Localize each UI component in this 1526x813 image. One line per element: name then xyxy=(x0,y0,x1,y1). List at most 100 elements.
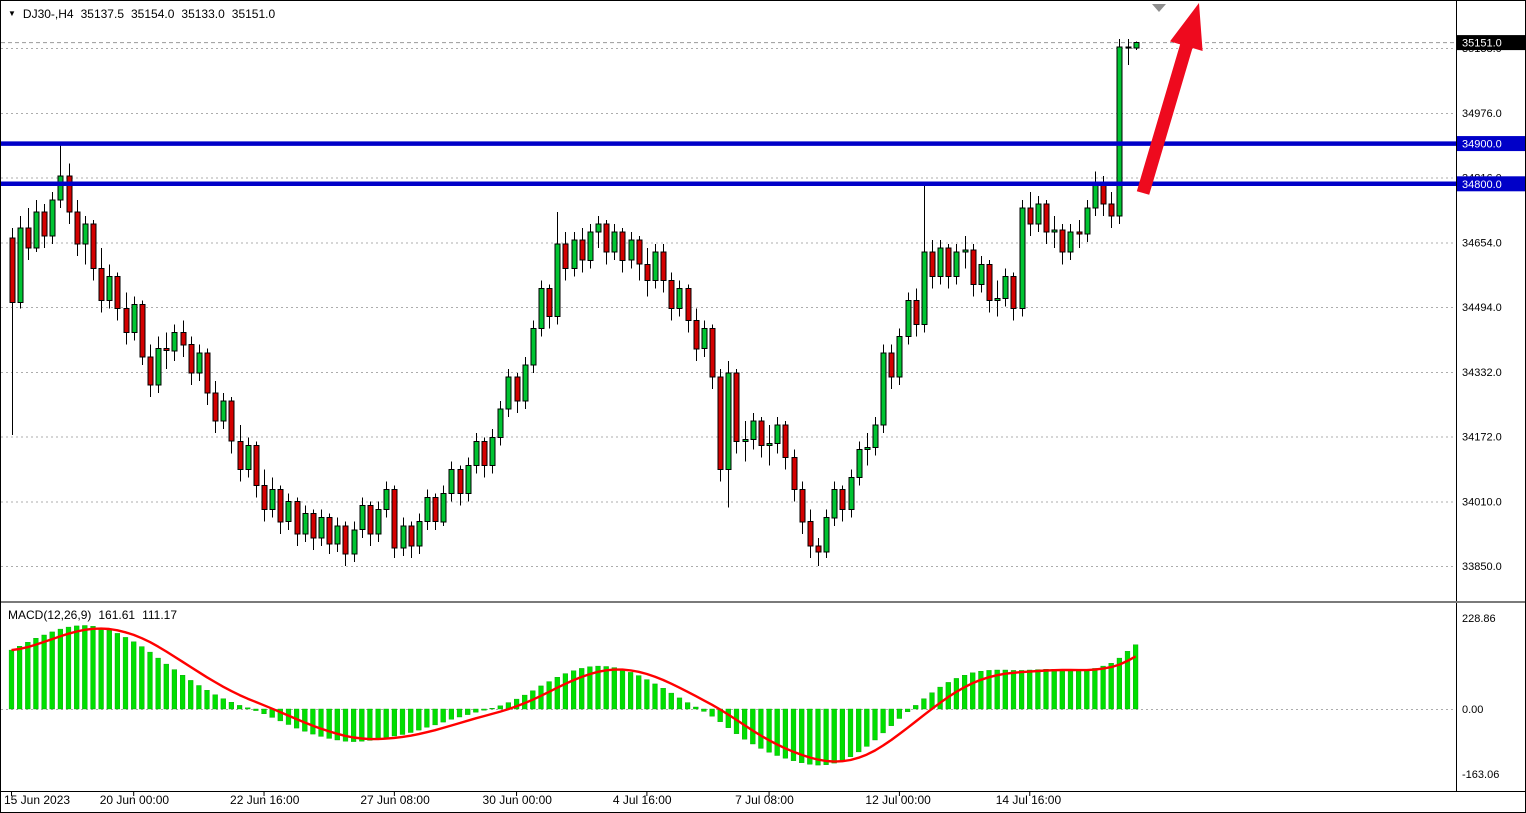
bull-candle[interactable] xyxy=(302,513,309,535)
bear-candle[interactable] xyxy=(546,287,553,318)
bear-candle[interactable] xyxy=(294,501,301,535)
bear-candle[interactable] xyxy=(253,444,260,486)
bear-candle[interactable] xyxy=(25,227,32,249)
bull-candle[interactable] xyxy=(831,489,838,519)
bull-candle[interactable] xyxy=(1067,231,1074,253)
bear-candle[interactable] xyxy=(123,308,130,334)
bear-candle[interactable] xyxy=(74,211,81,245)
bull-candle[interactable] xyxy=(530,328,537,366)
bear-candle[interactable] xyxy=(815,545,822,553)
bear-candle[interactable] xyxy=(342,525,349,555)
bull-candle[interactable] xyxy=(1019,207,1026,309)
bull-candle[interactable] xyxy=(750,420,757,440)
bull-candle[interactable] xyxy=(1084,207,1091,235)
bull-candle[interactable] xyxy=(1092,183,1099,209)
bear-candle[interactable] xyxy=(1010,275,1017,309)
bear-candle[interactable] xyxy=(457,468,464,494)
bear-candle[interactable] xyxy=(986,263,993,301)
bear-candle[interactable] xyxy=(1043,203,1050,233)
bull-candle[interactable] xyxy=(82,223,89,245)
bear-candle[interactable] xyxy=(139,304,146,358)
bull-candle[interactable] xyxy=(896,336,903,378)
bull-candle[interactable] xyxy=(318,517,325,539)
bear-candle[interactable] xyxy=(733,372,740,442)
bull-candle[interactable] xyxy=(628,239,635,261)
bear-candle[interactable] xyxy=(619,231,626,261)
bull-candle[interactable] xyxy=(1035,203,1042,225)
bear-candle[interactable] xyxy=(1125,46,1132,49)
bear-candle[interactable] xyxy=(90,223,97,269)
bull-candle[interactable] xyxy=(375,509,382,535)
bull-candle[interactable] xyxy=(155,348,162,386)
bull-candle[interactable] xyxy=(1051,229,1058,233)
bull-candle[interactable] xyxy=(440,493,447,523)
bull-candle[interactable] xyxy=(872,424,879,448)
bear-candle[interactable] xyxy=(204,352,211,394)
bull-candle[interactable] xyxy=(905,300,912,338)
bear-candle[interactable] xyxy=(514,376,521,402)
bear-candle[interactable] xyxy=(66,175,73,213)
bull-candle[interactable] xyxy=(334,525,341,545)
bull-candle[interactable] xyxy=(220,400,227,422)
bull-candle[interactable] xyxy=(848,477,855,511)
bear-candle[interactable] xyxy=(261,485,268,511)
bull-candle[interactable] xyxy=(742,438,749,442)
bull-candle[interactable] xyxy=(856,448,863,478)
bear-candle[interactable] xyxy=(717,376,724,470)
bull-candle[interactable] xyxy=(465,464,472,495)
bull-candle[interactable] xyxy=(725,372,732,470)
bear-candle[interactable] xyxy=(98,267,105,301)
bear-candle[interactable] xyxy=(212,392,219,422)
bull-candle[interactable] xyxy=(489,436,496,466)
bear-candle[interactable] xyxy=(237,440,244,470)
bull-candle[interactable] xyxy=(595,223,602,233)
bear-candle[interactable] xyxy=(9,237,16,304)
bear-candle[interactable] xyxy=(41,211,48,237)
bear-candle[interactable] xyxy=(807,521,814,547)
bull-candle[interactable] xyxy=(1002,275,1009,299)
bear-candle[interactable] xyxy=(188,344,195,374)
bull-candle[interactable] xyxy=(953,251,960,277)
bull-candle[interactable] xyxy=(383,489,390,511)
bear-candle[interactable] xyxy=(180,332,187,346)
bull-candle[interactable] xyxy=(473,440,480,466)
bull-candle[interactable] xyxy=(587,231,594,261)
bull-candle[interactable] xyxy=(538,287,545,330)
bull-candle[interactable] xyxy=(962,249,969,253)
bull-candle[interactable] xyxy=(880,352,887,426)
bull-candle[interactable] xyxy=(351,529,358,555)
bear-candle[interactable] xyxy=(644,263,651,281)
bear-candle[interactable] xyxy=(709,328,716,378)
bear-candle[interactable] xyxy=(1076,231,1083,235)
bear-candle[interactable] xyxy=(277,489,284,523)
bear-candle[interactable] xyxy=(636,239,643,265)
bear-candle[interactable] xyxy=(799,489,806,523)
bull-candle[interactable] xyxy=(554,243,561,318)
bear-candle[interactable] xyxy=(579,239,586,261)
bull-candle[interactable] xyxy=(359,505,366,531)
bear-candle[interactable] xyxy=(782,424,789,458)
bear-candle[interactable] xyxy=(791,456,798,491)
bull-candle[interactable] xyxy=(571,239,578,269)
bull-candle[interactable] xyxy=(1133,42,1140,49)
bear-candle[interactable] xyxy=(839,489,846,511)
bear-candle[interactable] xyxy=(970,249,977,285)
panel-separator[interactable] xyxy=(1,601,1526,603)
bull-candle[interactable] xyxy=(676,287,683,309)
bear-candle[interactable] xyxy=(147,356,154,386)
bull-candle[interactable] xyxy=(106,275,113,301)
bear-candle[interactable] xyxy=(228,400,235,442)
candlestick-series[interactable] xyxy=(9,39,1140,566)
bear-candle[interactable] xyxy=(685,287,692,322)
bear-candle[interactable] xyxy=(913,300,920,326)
bear-candle[interactable] xyxy=(326,517,333,545)
bull-candle[interactable] xyxy=(49,199,56,237)
bull-candle[interactable] xyxy=(245,444,252,470)
bull-candle[interactable] xyxy=(522,364,529,402)
bull-candle[interactable] xyxy=(269,489,276,511)
bear-candle[interactable] xyxy=(693,320,700,350)
bull-candle[interactable] xyxy=(937,247,944,277)
bull-candle[interactable] xyxy=(33,211,40,249)
bull-candle[interactable] xyxy=(131,304,138,334)
